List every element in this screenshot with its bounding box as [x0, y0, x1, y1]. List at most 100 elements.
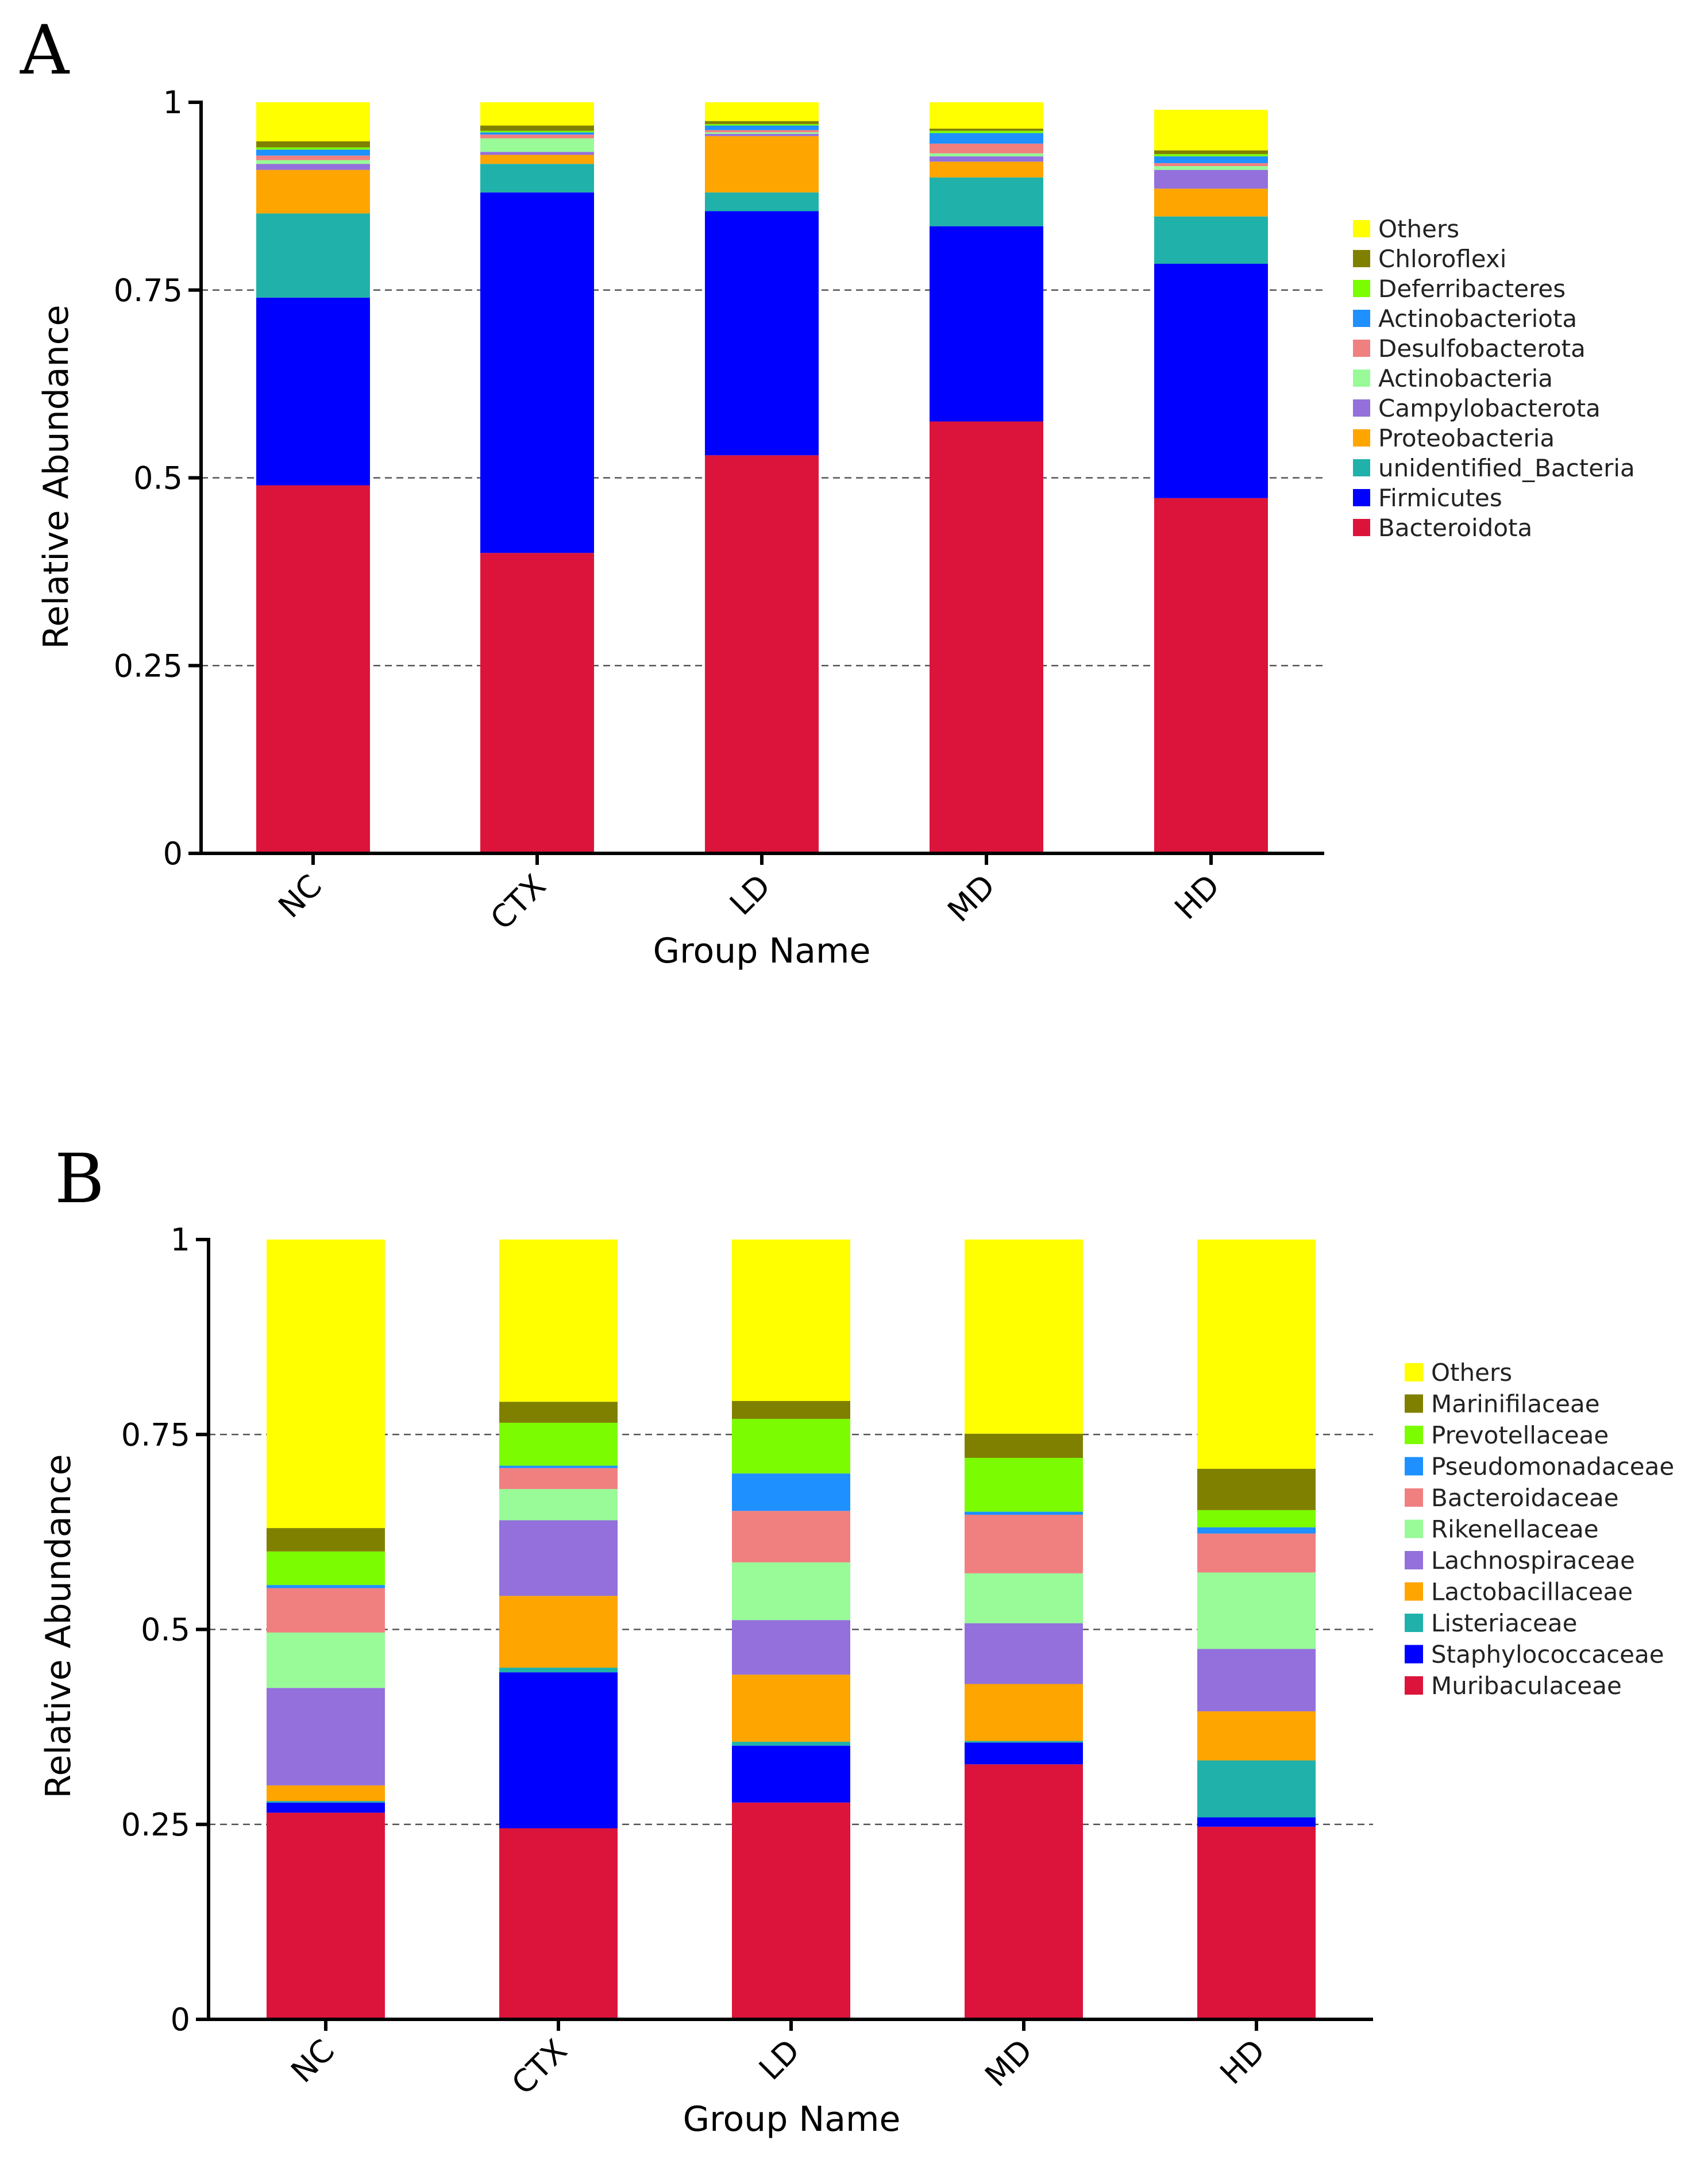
bar-segment-hd-firmicutes — [1154, 264, 1268, 498]
legend-label-others: Others — [1378, 215, 1459, 243]
legend-label-staphylococcaceae: Staphylococcaceae — [1431, 1641, 1664, 1669]
legend-label-prevotellaceae: Prevotellaceae — [1431, 1421, 1609, 1449]
bar-segment-hd-muribaculaceae — [1197, 1826, 1316, 2019]
bar-segment-ld-others — [705, 102, 819, 121]
legend-label-chloroflexi: Chloroflexi — [1378, 245, 1506, 273]
category-label-ctx: CTX — [504, 2033, 574, 2102]
category-label-ctx: CTX — [483, 868, 553, 937]
legend-swatch-lactobacillaceae — [1405, 1582, 1423, 1601]
bar-segment-ld-bacteroidaceae — [732, 1511, 850, 1562]
bar-segment-nc-lactobacillaceae — [267, 1785, 385, 1802]
bar-segment-md-desulfobacterota — [930, 143, 1043, 153]
legend-swatch-lachnospiraceae — [1405, 1551, 1423, 1569]
bar-segment-md-rikenellaceae — [965, 1573, 1083, 1623]
bar-segment-ctx-proteobacteria — [480, 155, 594, 164]
legend-swatch-desulfobacterota — [1353, 340, 1370, 357]
bar-segment-md-pseudomonadaceae — [965, 1511, 1083, 1515]
legend-swatch-actinobacteriota — [1353, 310, 1370, 327]
legend-label-bacteroidota: Bacteroidota — [1378, 514, 1532, 542]
bar-segment-ld-muribaculaceae — [732, 1802, 850, 2019]
panel-label-b: B — [55, 1139, 105, 1218]
bar-segment-ctx-pseudomonadaceae — [499, 1465, 618, 1468]
legend-label-listeriaceae: Listeriaceae — [1431, 1609, 1577, 1637]
bar-segment-ctx-others — [480, 102, 594, 126]
bar-segment-md-staphylococcaceae — [965, 1742, 1083, 1765]
x-axis-title-a: Group Name — [653, 931, 871, 971]
bar-segment-ld-desulfobacterota — [705, 130, 819, 133]
bar-segment-md-proteobacteria — [930, 161, 1043, 178]
bar-segment-nc-campylobacterota — [256, 164, 370, 170]
legend-swatch-listeriaceae — [1405, 1614, 1423, 1632]
bar-segment-md-lachnospiraceae — [965, 1623, 1083, 1684]
category-label-ld: LD — [752, 2033, 807, 2087]
bar-segment-ld-marinifilaceae — [732, 1400, 850, 1419]
bar-segment-ld-deferribacteres — [705, 124, 819, 126]
legend-label-others: Others — [1431, 1358, 1512, 1387]
bar-segment-ctx-campylobacterota — [480, 152, 594, 155]
category-label-nc: NC — [284, 2033, 341, 2090]
legend-label-firmicutes: Firmicutes — [1378, 484, 1502, 512]
bar-segment-hd-desulfobacterota — [1154, 163, 1268, 167]
bar-segment-nc-deferribacteres — [256, 147, 370, 150]
bar-segment-ld-chloroflexi — [705, 121, 819, 124]
legend-swatch-firmicutes — [1353, 489, 1370, 506]
bar-segment-nc-rikenellaceae — [267, 1632, 385, 1688]
y-tick-label: 1 — [171, 1222, 190, 1258]
bar-segment-nc-proteobacteria — [256, 170, 370, 214]
legend-label-desulfobacterota: Desulfobacterota — [1378, 334, 1586, 363]
bar-segment-md-firmicutes — [930, 226, 1043, 422]
bar-segment-nc-bacteroidaceae — [267, 1588, 385, 1633]
bar-segment-ctx-lactobacillaceae — [499, 1596, 618, 1668]
bar-segment-ctx-chloroflexi — [480, 125, 594, 131]
bar-segment-ctx-others — [499, 1240, 618, 1402]
y-tick-label: 0 — [171, 2002, 190, 2038]
legend-swatch-actinobacteria — [1353, 370, 1370, 387]
bar-segment-ctx-desulfobacterota — [480, 134, 594, 138]
legend-swatch-pseudomonadaceae — [1405, 1457, 1423, 1476]
bar-segment-md-campylobacterota — [930, 156, 1043, 162]
bar-segment-ctx-actinobacteria — [480, 138, 594, 152]
category-label-md: MD — [940, 868, 1002, 929]
bar-segment-nc-marinifilaceae — [267, 1528, 385, 1552]
legend-label-marinifilaceae: Marinifilaceae — [1431, 1390, 1600, 1418]
legend-label-campylobacterota: Campylobacterota — [1378, 394, 1601, 422]
panel-b: B Relative Abundance Group Name 0 0.25 0.5… — [38, 1139, 1674, 2139]
bar-segment-md-muribaculaceae — [965, 1764, 1083, 2019]
legend-label-unidentified-bacteria: unidentified_Bacteria — [1378, 454, 1635, 482]
legend-label-lachnospiraceae: Lachnospiraceae — [1431, 1546, 1635, 1575]
bar-segment-ctx-marinifilaceae — [499, 1402, 618, 1423]
bar-segment-nc-firmicutes — [256, 297, 370, 486]
bar-segment-md-chloroflexi — [930, 128, 1043, 131]
legend-swatch-chloroflexi — [1353, 250, 1370, 267]
y-tick-label: 0 — [163, 836, 183, 872]
bar-segment-ctx-actinobacteriota — [480, 132, 594, 135]
bar-segment-ld-actinobacteria — [705, 132, 819, 134]
bar-segment-hd-others — [1197, 1240, 1316, 1469]
y-tick-label: 0.5 — [133, 460, 183, 497]
legend-swatch-muribaculaceae — [1405, 1676, 1423, 1695]
legend-swatch-campylobacterota — [1353, 399, 1370, 417]
x-axis-title-b: Group Name — [683, 2099, 901, 2139]
bar-segment-ld-proteobacteria — [705, 136, 819, 193]
y-tick-label: 1 — [163, 84, 183, 121]
legend-swatch-rikenellaceae — [1405, 1519, 1423, 1538]
legend-swatch-others — [1353, 220, 1370, 237]
bar-segment-md-listeriaceae — [965, 1741, 1083, 1743]
bar-segment-ctx-prevotellaceae — [499, 1422, 618, 1466]
y-tick-label: 0.5 — [141, 1612, 190, 1648]
legend-swatch-marinifilaceae — [1405, 1394, 1423, 1413]
bar-segment-ld-actinobacteriota — [705, 125, 819, 130]
bar-segment-md-others — [965, 1240, 1083, 1434]
bar-segment-md-actinobacteriota — [930, 133, 1043, 144]
legend-label-proteobacteria: Proteobacteria — [1378, 424, 1555, 452]
bar-segment-ld-listeriaceae — [732, 1741, 850, 1746]
bar-segment-nc-muribaculaceae — [267, 1812, 385, 2019]
legend-swatch-bacteroidaceae — [1405, 1488, 1423, 1507]
bar-segment-md-prevotellaceae — [965, 1457, 1083, 1512]
bar-segment-ld-staphylococcaceae — [732, 1745, 850, 1803]
bar-segment-nc-others — [267, 1240, 385, 1529]
bar-segment-hd-chloroflexi — [1154, 150, 1268, 155]
legend-label-actinobacteria: Actinobacteria — [1378, 364, 1553, 392]
legend-swatch-staphylococcaceae — [1405, 1645, 1423, 1664]
